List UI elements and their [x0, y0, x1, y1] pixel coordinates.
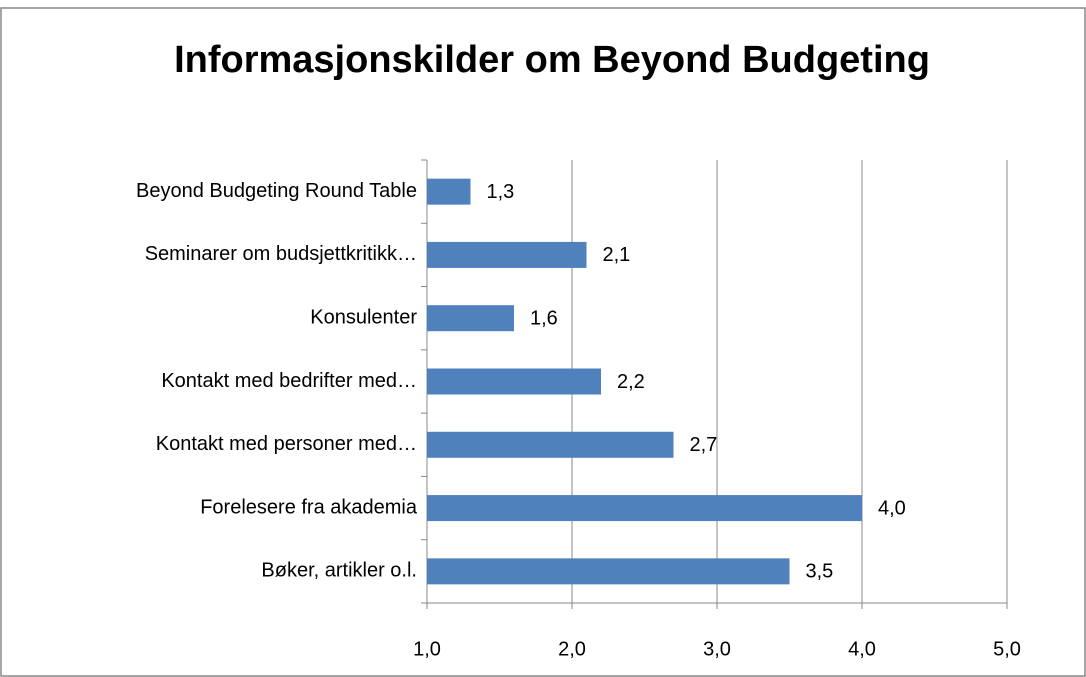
bar — [427, 495, 862, 522]
y-tick-label: Kontakt med personer med… — [156, 433, 417, 455]
data-label: 4,0 — [878, 497, 906, 519]
chart-title: Informasjonskilder om Beyond Budgeting — [174, 39, 930, 81]
x-tick-label: 5,0 — [993, 638, 1021, 660]
y-tick-label: Konsulenter — [310, 306, 417, 328]
data-label: 2,7 — [690, 434, 718, 456]
y-tick-label: Kontakt med bedrifter med… — [161, 370, 417, 392]
bar — [427, 241, 587, 268]
bar — [427, 431, 674, 458]
data-label: 2,2 — [617, 371, 645, 393]
bar — [427, 178, 471, 205]
bar — [427, 368, 601, 395]
y-tick-label: Bøker, artikler o.l. — [261, 560, 417, 582]
y-tick-label: Beyond Budgeting Round Table — [136, 180, 417, 202]
data-label: 3,5 — [806, 561, 834, 583]
data-label: 1,6 — [530, 307, 558, 329]
bar — [427, 305, 514, 332]
y-tick-label: Forelesere fra akademia — [200, 496, 418, 518]
x-tick-label: 1,0 — [413, 638, 441, 660]
y-tick-label: Seminarer om budsjettkritikk… — [145, 243, 417, 265]
data-label: 1,3 — [487, 181, 515, 203]
x-tick-label: 4,0 — [848, 638, 876, 660]
data-label: 2,1 — [603, 244, 631, 266]
x-tick-label: 3,0 — [703, 638, 731, 660]
bar — [427, 558, 790, 585]
x-tick-label: 2,0 — [558, 638, 586, 660]
